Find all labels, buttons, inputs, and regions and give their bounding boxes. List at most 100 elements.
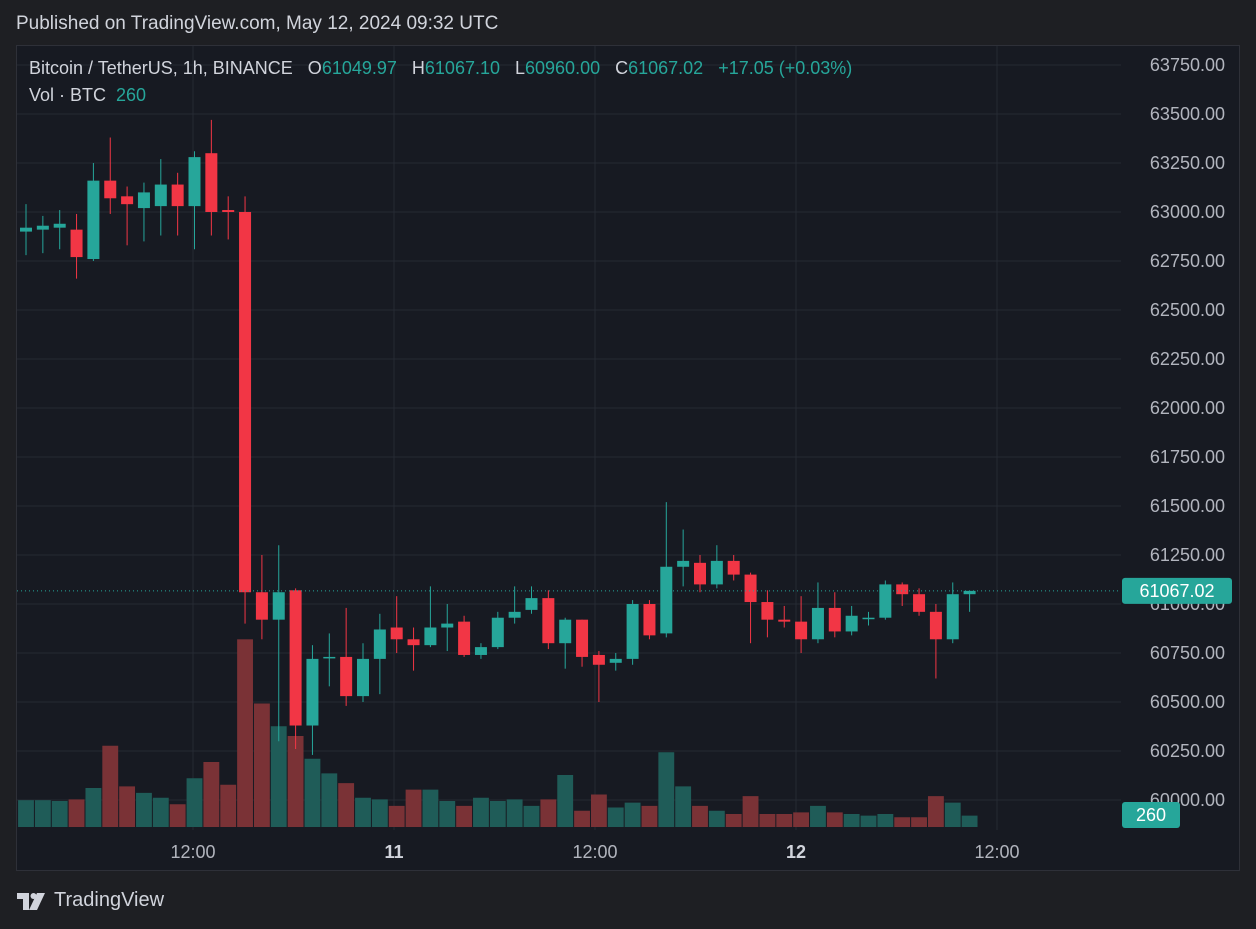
candle-body (963, 590, 976, 595)
volume-legend: Vol · BTC 260 (29, 85, 146, 106)
candle-body (407, 639, 420, 646)
volume-bar (304, 758, 321, 827)
candle-body (474, 647, 487, 655)
candle-body (340, 656, 353, 697)
candle-body (121, 196, 134, 205)
candle-body (205, 153, 218, 212)
y-tick-label: 63250.00 (1150, 153, 1225, 173)
candle-body (87, 180, 100, 260)
volume-bar (523, 805, 540, 827)
volume-bar (152, 797, 169, 827)
y-tick-label: 60750.00 (1150, 643, 1225, 663)
symbol-name: Bitcoin / TetherUS, 1h, BINANCE (29, 58, 293, 78)
volume-bar (237, 639, 253, 827)
last-volume-label: 260 (1136, 805, 1166, 825)
volume-bar (119, 786, 136, 827)
volume-bar (692, 805, 708, 827)
volume-bar (944, 802, 961, 827)
symbol-legend: Bitcoin / TetherUS, 1h, BINANCE O61049.9… (29, 58, 852, 79)
volume-bar (843, 814, 860, 827)
change-value: +17.05 (+0.03%) (718, 58, 853, 78)
candle-body (913, 594, 926, 612)
volume-bar (473, 797, 489, 827)
last-price-tag (1122, 577, 1232, 604)
volume-bar (826, 812, 843, 827)
low-label: L (515, 58, 526, 78)
volume-bar (725, 814, 742, 827)
high-label: H (411, 58, 425, 78)
candle-body (946, 594, 959, 640)
candle-body (727, 560, 740, 575)
candle-body (592, 654, 605, 665)
volume-bar (506, 799, 523, 827)
volume-bar (793, 812, 810, 827)
y-tick-label: 63500.00 (1150, 104, 1225, 124)
volume-bar (489, 801, 506, 827)
volume-bar (186, 778, 203, 827)
volume-bar (68, 799, 85, 827)
candle-body (761, 602, 774, 620)
volume-bar (574, 810, 590, 827)
candle-body (255, 592, 268, 620)
candle-body (626, 604, 639, 659)
candle-body (239, 212, 252, 593)
y-tick-label: 62250.00 (1150, 349, 1225, 369)
volume-bar (540, 799, 557, 827)
candle-body (862, 617, 875, 620)
volume-bar (961, 815, 978, 827)
candle-body (845, 615, 858, 632)
last-volume-tag (1122, 802, 1180, 828)
candle-body (53, 223, 66, 228)
candle-body (104, 180, 117, 199)
volume-bar (708, 810, 725, 827)
candle-body (542, 598, 555, 644)
y-tick-label: 62000.00 (1150, 398, 1225, 418)
x-tick-label: 11 (384, 842, 403, 862)
volume-bar (607, 807, 624, 827)
volume-bar (439, 801, 456, 827)
volume-bar (51, 801, 68, 827)
volume-bar (658, 752, 675, 827)
open-value: 61049.97 (321, 58, 397, 78)
candle-body (896, 584, 909, 595)
candle-body (70, 229, 83, 258)
chart-frame (16, 45, 1240, 871)
candle-body (137, 192, 150, 209)
y-tick-label: 60500.00 (1150, 692, 1225, 712)
candle-body (677, 560, 690, 567)
volume-bar (590, 794, 607, 827)
volume-bar (624, 802, 641, 827)
candle-body (222, 210, 235, 212)
volume-bar (927, 796, 944, 827)
y-tick-label: 61250.00 (1150, 545, 1225, 565)
volume-bar (894, 817, 911, 827)
volume-bar (742, 796, 759, 827)
volume-bar (877, 814, 894, 827)
volume-bar (388, 805, 405, 827)
volume-bar (85, 788, 102, 827)
y-tick-label: 61500.00 (1150, 496, 1225, 516)
y-tick-label: 62750.00 (1150, 251, 1225, 271)
tradingview-brand[interactable]: TradingView (16, 889, 164, 912)
candle-body (373, 629, 386, 659)
brand-name: TradingView (54, 889, 165, 911)
volume-bar (641, 805, 658, 827)
candle-body (694, 562, 706, 585)
candle-body (508, 611, 521, 618)
volume-bar (405, 789, 422, 827)
x-tick-label: 12:00 (170, 842, 215, 862)
candle-body (710, 560, 723, 585)
candle-body (390, 627, 403, 640)
close-value: 61067.02 (628, 58, 704, 78)
tradingview-logo-icon (17, 892, 45, 910)
volume-bar (338, 783, 355, 827)
candle-body (36, 225, 49, 230)
candle-body (424, 627, 437, 646)
x-tick-label: 12:00 (572, 842, 617, 862)
volume-bar (557, 775, 574, 827)
volume-bar (371, 799, 388, 827)
y-tick-label: 61750.00 (1150, 447, 1225, 467)
candle-body (154, 184, 167, 207)
candle-body (778, 619, 791, 622)
